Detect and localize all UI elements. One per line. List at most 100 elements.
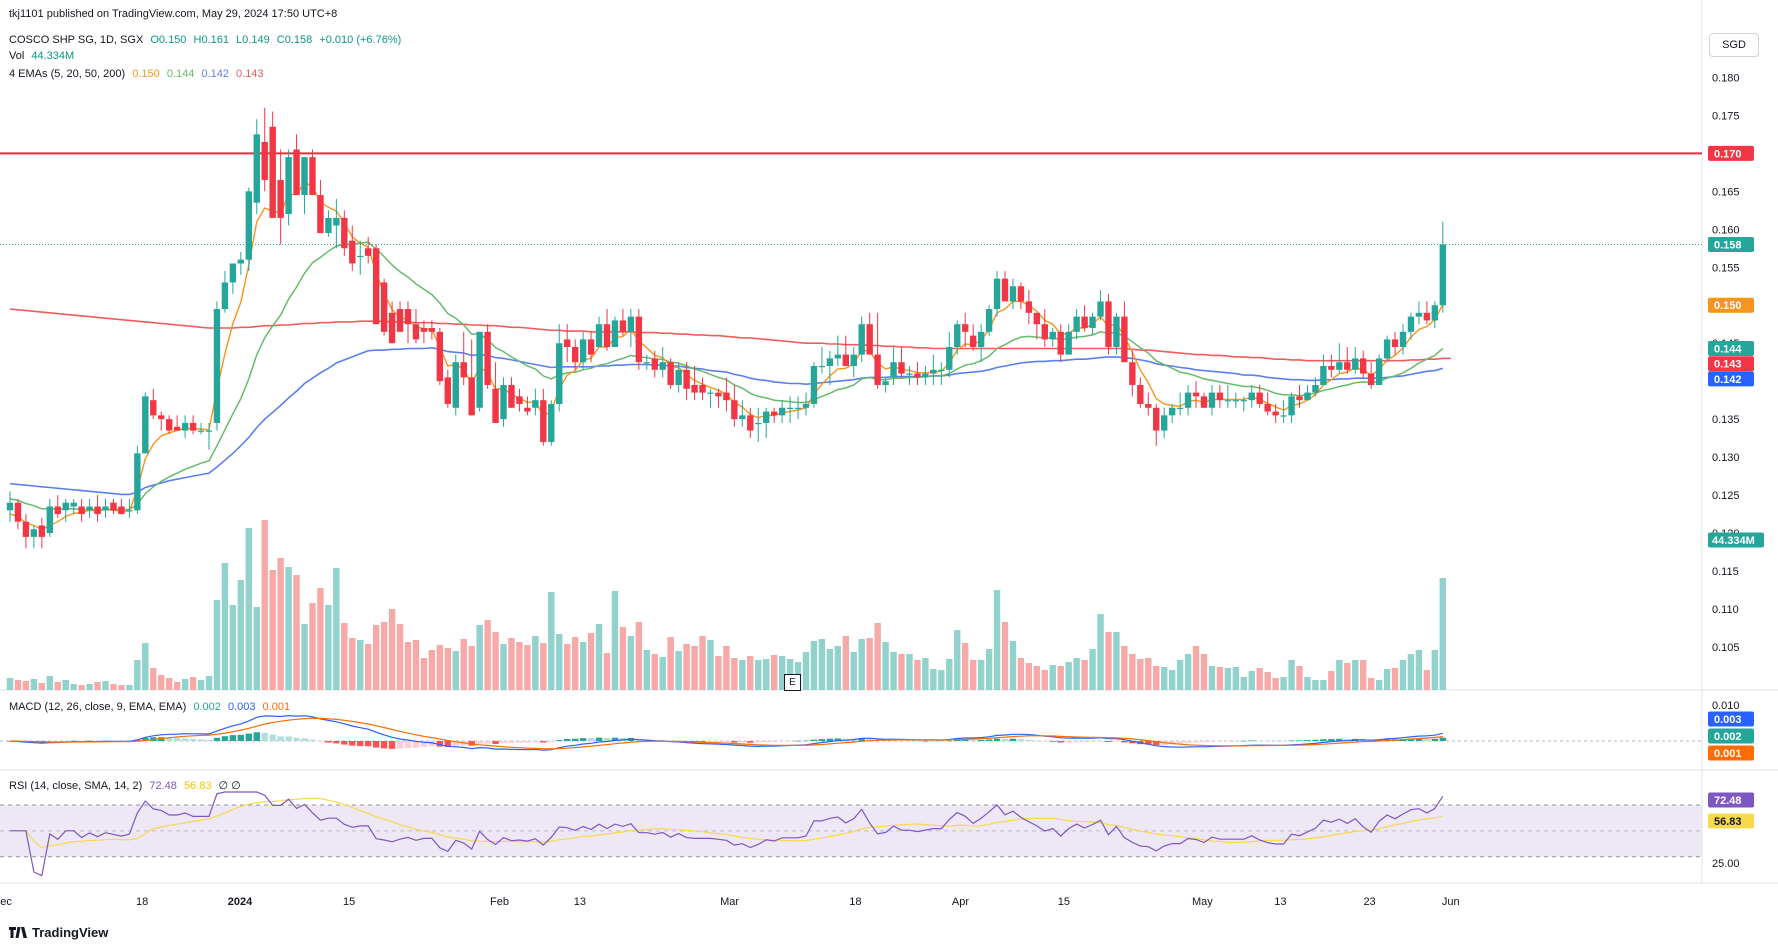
macd-histogram-bar bbox=[1344, 738, 1351, 741]
candle-body bbox=[54, 506, 61, 515]
high-value: H0.161 bbox=[193, 34, 229, 46]
volume-bar bbox=[755, 660, 762, 690]
candle-body bbox=[1176, 407, 1184, 409]
macd-histogram-bar bbox=[420, 741, 428, 747]
macd-line-value: 0.003 bbox=[227, 701, 256, 713]
macd-histogram-bar bbox=[1248, 740, 1255, 742]
candle-body bbox=[699, 384, 706, 393]
candle-body bbox=[213, 309, 221, 423]
macd-histogram-bar bbox=[476, 741, 483, 744]
candle-body bbox=[818, 366, 826, 368]
candle-body bbox=[739, 415, 746, 420]
price-badge-text: 0.158 bbox=[1714, 239, 1742, 251]
volume-bar bbox=[739, 660, 746, 690]
volume-bar bbox=[468, 646, 475, 690]
volume-badge bbox=[1708, 532, 1764, 548]
macd-histogram-bar bbox=[436, 741, 444, 747]
brand-text: TradingView bbox=[32, 925, 109, 940]
ema200-line bbox=[9, 308, 1451, 362]
candle-body bbox=[1113, 316, 1120, 348]
price-badge-text: 0.150 bbox=[1714, 300, 1742, 312]
tradingview-logo[interactable]: TradingView bbox=[9, 925, 108, 940]
macd-histogram-bar bbox=[1121, 741, 1128, 743]
macd-label[interactable]: MACD (12, 26, close, 9, EMA, EMA) bbox=[9, 701, 187, 713]
candle-body bbox=[611, 320, 619, 348]
candle-body bbox=[1192, 392, 1200, 397]
macd-histogram-bar bbox=[1057, 741, 1064, 743]
candle-body bbox=[444, 377, 451, 404]
rsi-label[interactable]: RSI (14, close, SMA, 14, 2) bbox=[9, 780, 143, 792]
volume-bar bbox=[659, 657, 666, 690]
candle-body bbox=[1033, 312, 1041, 325]
candle-body bbox=[317, 195, 324, 234]
volume-bar bbox=[571, 637, 579, 690]
macd-histogram-bar bbox=[492, 741, 499, 744]
macd-histogram-bar bbox=[404, 741, 412, 749]
rsi-legend: RSI (14, close, SMA, 14, 2) 72.48 56.83 … bbox=[9, 779, 245, 792]
candle-body bbox=[1232, 400, 1240, 402]
volume-bar bbox=[134, 660, 141, 690]
macd-histogram-bar bbox=[1065, 741, 1072, 743]
volume-bar bbox=[1423, 670, 1431, 690]
volume-bar bbox=[285, 567, 292, 690]
candle-body bbox=[786, 407, 794, 409]
ema-label[interactable]: 4 EMAs (5, 20, 50, 200) bbox=[9, 68, 126, 80]
volume-bar bbox=[922, 658, 929, 690]
macd-histogram-bar bbox=[946, 740, 953, 742]
macd-histogram-bar bbox=[516, 741, 523, 743]
macd-histogram-bar bbox=[1415, 738, 1423, 741]
price-badge bbox=[1708, 297, 1754, 313]
candle-body bbox=[747, 415, 754, 431]
earnings-marker[interactable]: E bbox=[784, 674, 801, 691]
candle-body bbox=[1153, 407, 1160, 431]
candle-body bbox=[166, 419, 173, 431]
volume-bar bbox=[1288, 660, 1295, 690]
macd-histogram-bar bbox=[1288, 740, 1295, 742]
x-tick-label: 15 bbox=[343, 896, 355, 908]
candle-body bbox=[524, 407, 531, 412]
candle-body bbox=[1328, 366, 1335, 370]
close-value: C0.158 bbox=[276, 34, 313, 46]
macd-histogram-bar bbox=[428, 741, 436, 747]
x-tick-label: 15 bbox=[1058, 896, 1070, 908]
volume-bar bbox=[770, 655, 778, 690]
volume-bar bbox=[1089, 649, 1096, 690]
candle-body bbox=[1216, 392, 1224, 401]
candle-body bbox=[277, 179, 284, 218]
volume-bar bbox=[253, 607, 260, 690]
macd-badge bbox=[1708, 711, 1754, 727]
volume-bar bbox=[333, 568, 340, 690]
volume-label[interactable]: Vol bbox=[9, 50, 25, 62]
macd-histogram-bar bbox=[715, 741, 722, 743]
macd-histogram-bar bbox=[532, 741, 539, 743]
volume-bar bbox=[229, 605, 237, 690]
macd-histogram-bar bbox=[333, 741, 340, 744]
macd-histogram-bar bbox=[731, 741, 738, 743]
y-tick-label: 0.110 bbox=[1712, 604, 1739, 616]
currency-button[interactable]: SGD bbox=[1709, 33, 1759, 57]
candle-body bbox=[173, 426, 181, 431]
volume-bar bbox=[1352, 660, 1359, 690]
macd-line bbox=[9, 714, 1443, 751]
volume-bar bbox=[556, 634, 563, 690]
macd-histogram-bar bbox=[954, 739, 961, 741]
candle-body bbox=[484, 331, 491, 385]
candle-body bbox=[651, 358, 658, 370]
x-tick-label: Jun bbox=[1442, 896, 1460, 908]
macd-histogram-bar bbox=[285, 736, 292, 741]
candle-body bbox=[564, 339, 571, 348]
volume-bar bbox=[1304, 677, 1311, 690]
macd-histogram-bar bbox=[556, 740, 563, 741]
volume-bar bbox=[452, 651, 459, 690]
volume-bar bbox=[237, 580, 245, 690]
volume-bar bbox=[858, 639, 865, 690]
symbol-name[interactable]: COSCO SHP SG, 1D, SGX bbox=[9, 34, 144, 46]
macd-histogram-bar bbox=[755, 741, 762, 743]
volume-bar bbox=[850, 652, 857, 690]
macd-histogram-bar bbox=[1033, 740, 1041, 742]
price-badge-text: 0.143 bbox=[1714, 359, 1742, 371]
macd-histogram-bar bbox=[468, 741, 475, 746]
candle-body bbox=[412, 324, 420, 340]
candle-body bbox=[380, 282, 388, 332]
